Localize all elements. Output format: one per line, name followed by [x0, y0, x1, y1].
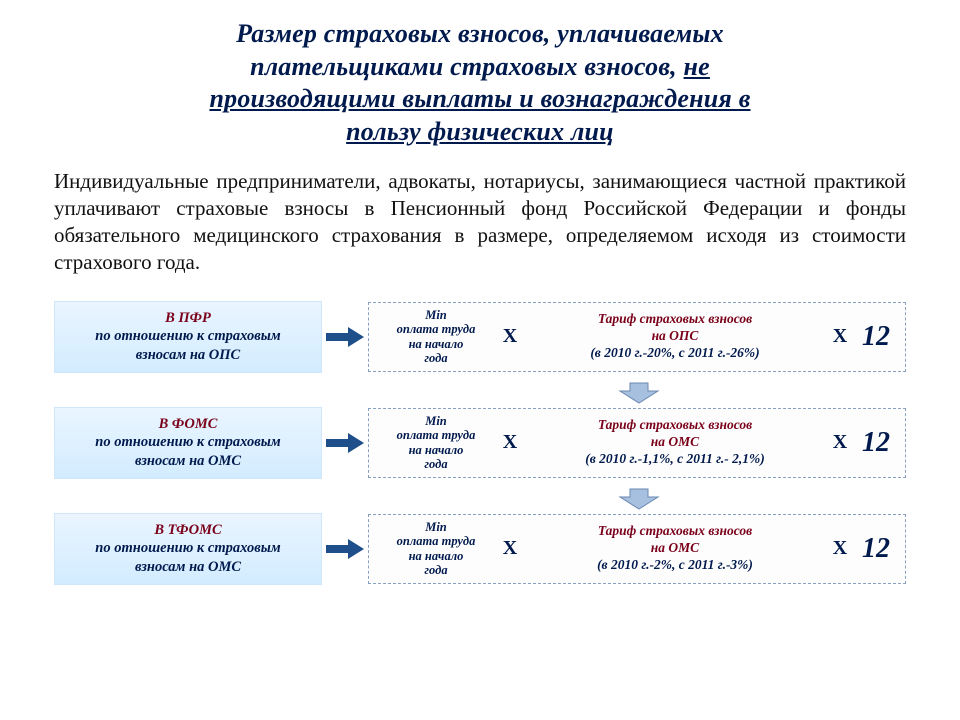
- arrow-down-icon: [54, 382, 906, 404]
- tariff-label: Тариф страховых взносов на ОПС (в 2010 г…: [523, 311, 827, 362]
- fund-box-foms: В ФОМС по отношению к страховым взносам …: [54, 407, 322, 479]
- fund-box-tfoms: В ТФОМС по отношению к страховым взносам…: [54, 513, 322, 585]
- multiply-sign: X: [827, 537, 853, 560]
- arrow-right-icon: [322, 537, 368, 561]
- slide: Размер страховых взносов, уплачиваемых п…: [0, 0, 960, 720]
- page-title: Размер страховых взносов, уплачиваемых п…: [54, 18, 906, 148]
- formula-box: Min оплата труда на начало года X Тариф …: [368, 302, 906, 372]
- tariff-label: Тариф страховых взносов на ОМС (в 2010 г…: [523, 417, 827, 468]
- tariff-label: Тариф страховых взносов на ОМС (в 2010 г…: [523, 523, 827, 574]
- multiply-sign: X: [497, 431, 523, 454]
- title-line-1: Размер страховых взносов, уплачиваемых: [236, 19, 724, 48]
- fund-name: В ПФР: [61, 309, 315, 328]
- fund-desc-1: по отношению к страховым: [61, 327, 315, 346]
- formula-box: Min оплата труда на начало года X Тариф …: [368, 514, 906, 584]
- title-line-2b: не: [684, 52, 710, 81]
- formula-rows: В ПФР по отношению к страховым взносам н…: [54, 296, 906, 590]
- fund-desc-1: по отношению к страховым: [61, 433, 315, 452]
- formula-row: В ПФР по отношению к страховым взносам н…: [54, 296, 906, 378]
- months-twelve: 12: [853, 321, 899, 353]
- fund-desc-2: взносам на ОМС: [61, 558, 315, 577]
- formula-box: Min оплата труда на начало года X Тариф …: [368, 408, 906, 478]
- min-wage-label: Min оплата труда на начало года: [375, 520, 497, 578]
- fund-box-pfr: В ПФР по отношению к страховым взносам н…: [54, 301, 322, 373]
- multiply-sign: X: [827, 431, 853, 454]
- arrow-down-icon: [54, 488, 906, 510]
- multiply-sign: X: [827, 325, 853, 348]
- title-line-2a: плательщиками страховых взносов,: [250, 52, 683, 81]
- months-twelve: 12: [853, 427, 899, 459]
- fund-name: В ФОМС: [61, 415, 315, 434]
- arrow-right-icon: [322, 325, 368, 349]
- formula-row: В ТФОМС по отношению к страховым взносам…: [54, 508, 906, 590]
- min-wage-label: Min оплата труда на начало года: [375, 414, 497, 472]
- multiply-sign: X: [497, 537, 523, 560]
- months-twelve: 12: [853, 533, 899, 565]
- title-line-3: производящими выплаты и вознаграждения в: [209, 84, 750, 113]
- formula-row: В ФОМС по отношению к страховым взносам …: [54, 402, 906, 484]
- fund-desc-2: взносам на ОПС: [61, 346, 315, 365]
- min-wage-label: Min оплата труда на начало года: [375, 308, 497, 366]
- fund-name: В ТФОМС: [61, 521, 315, 540]
- intro-paragraph: Индивидуальные предприниматели, адвокаты…: [54, 168, 906, 276]
- multiply-sign: X: [497, 325, 523, 348]
- title-line-4: пользу физических лиц: [346, 117, 614, 146]
- fund-desc-2: взносам на ОМС: [61, 452, 315, 471]
- fund-desc-1: по отношению к страховым: [61, 539, 315, 558]
- arrow-right-icon: [322, 431, 368, 455]
